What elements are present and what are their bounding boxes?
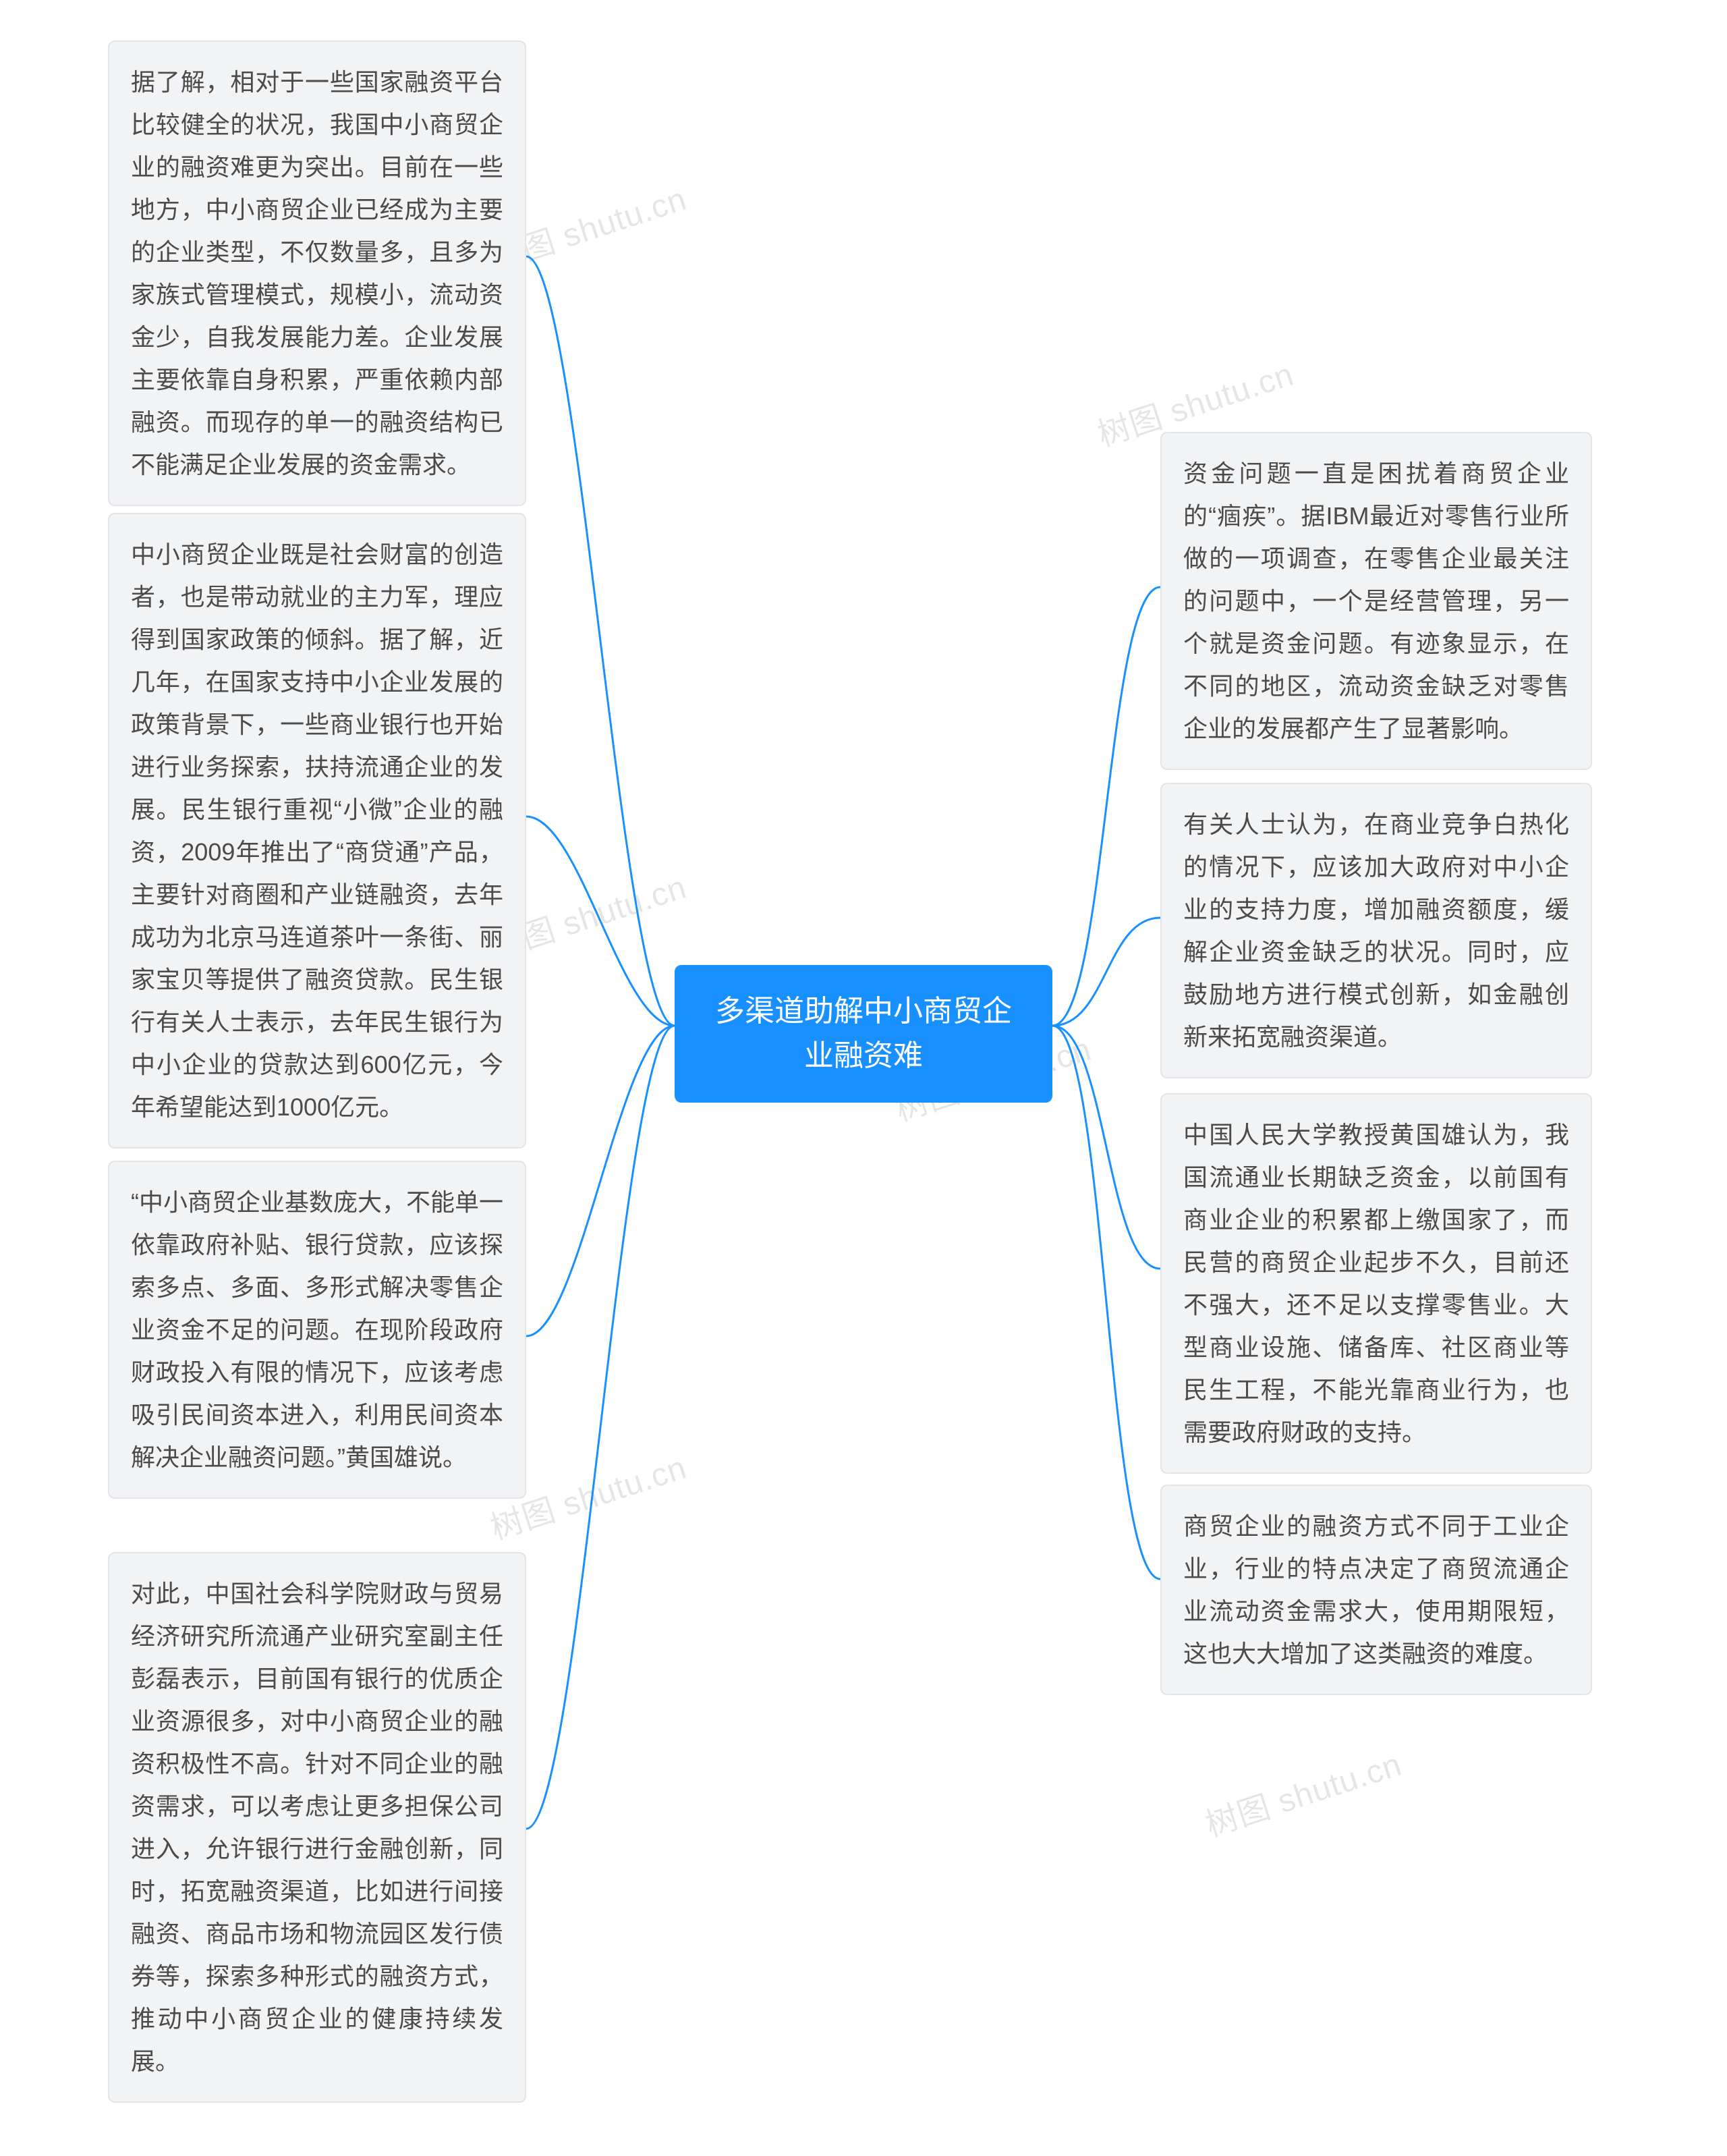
left-branch-1[interactable]: 据了解，相对于一些国家融资平台比较健全的状况，我国中小商贸企业的融资难更为突出。… bbox=[108, 40, 526, 506]
mindmap-canvas: 树图 shutu.cn 树图 shutu.cn 树图 shutu.cn 树图 s… bbox=[0, 0, 1727, 2156]
left-branch-4[interactable]: 对此，中国社会科学院财政与贸易经济研究所流通产业研究室副主任彭磊表示，目前国有银… bbox=[108, 1552, 526, 2103]
right-branch-3[interactable]: 中国人民大学教授黄国雄认为，我国流通业长期缺乏资金，以前国有商业企业的积累都上缴… bbox=[1160, 1093, 1592, 1474]
right-branch-1[interactable]: 资金问题一直是困扰着商贸企业的“痼疾”。据IBM最近对零售行业所做的一项调查，在… bbox=[1160, 432, 1592, 770]
center-topic[interactable]: 多渠道助解中小商贸企业融资难 bbox=[675, 965, 1052, 1103]
right-branch-4[interactable]: 商贸企业的融资方式不同于工业企业，行业的特点决定了商贸流通企业流动资金需求大，使… bbox=[1160, 1485, 1592, 1695]
right-branch-2[interactable]: 有关人士认为，在商业竞争白热化的情况下，应该加大政府对中小企业的支持力度，增加融… bbox=[1160, 783, 1592, 1078]
left-branch-3[interactable]: “中小商贸企业基数庞大，不能单一依靠政府补贴、银行贷款，应该探索多点、多面、多形… bbox=[108, 1161, 526, 1499]
watermark: 树图 shutu.cn bbox=[1199, 1738, 1407, 1846]
left-branch-2[interactable]: 中小商贸企业既是社会财富的创造者，也是带动就业的主力军，理应得到国家政策的倾斜。… bbox=[108, 513, 526, 1149]
